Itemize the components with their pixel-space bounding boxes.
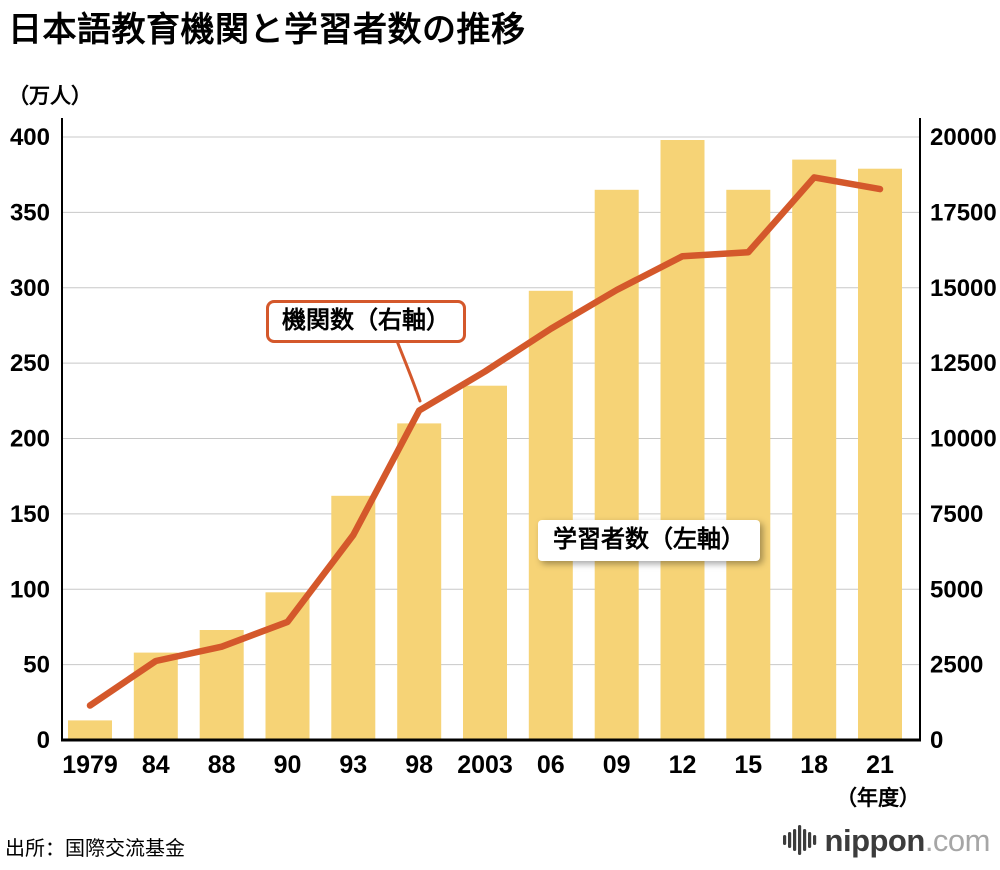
logo-text: nippon.com [824, 822, 991, 858]
x-tick-label: 2003 [457, 751, 513, 779]
right-tick-label: 2500 [930, 652, 983, 679]
learners-bar [133, 652, 178, 740]
callout-tail [395, 339, 422, 403]
left-tick-label: 250 [10, 350, 50, 377]
x-tick-label: 06 [537, 751, 565, 779]
logo-main: nippon [824, 822, 926, 858]
right-tick-label: 20000 [930, 124, 997, 151]
learners-bar [792, 159, 837, 741]
learners-bar [660, 140, 705, 740]
nippon-logo-icon [782, 825, 816, 855]
learners-bar [397, 423, 442, 740]
left-tick-label: 350 [10, 199, 50, 226]
x-tick-label: 18 [800, 751, 828, 779]
right-tick-label: 15000 [930, 275, 997, 302]
right-tick-label: 10000 [930, 426, 997, 453]
nippon-logo: nippon.com [782, 822, 991, 858]
line-series-annotation: 機関数（右軸） [266, 300, 466, 343]
x-tick-label: 15 [734, 751, 762, 779]
institutions-line [86, 174, 884, 709]
x-tick-label: 21 [866, 751, 894, 779]
left-tick-label: 200 [10, 426, 50, 453]
left-tick-label: 400 [10, 124, 50, 151]
learners-bar [265, 592, 310, 740]
learners-bar [68, 720, 112, 740]
x-tick-label: 1979 [62, 751, 118, 779]
x-tick-label: 84 [142, 751, 170, 779]
x-tick-label: 88 [208, 751, 236, 779]
bar-series-annotation: 学習者数（左軸） [538, 520, 760, 561]
learners-bar [726, 189, 771, 741]
left-tick-label: 300 [10, 275, 50, 302]
right-tick-label: 17500 [930, 199, 997, 226]
x-tick-label: 98 [405, 751, 433, 779]
learners-bar [528, 290, 573, 740]
x-tick-label: 12 [669, 751, 697, 779]
x-axis-unit-label: （年度） [836, 787, 920, 810]
left-tick-label: 50 [23, 652, 50, 679]
learners-bar [858, 168, 902, 740]
x-tick-label: 90 [274, 751, 302, 779]
logo-suffix: .com [924, 822, 991, 858]
left-tick-label: 150 [10, 501, 50, 528]
learners-bar [594, 189, 639, 741]
right-tick-label: 12500 [930, 350, 997, 377]
right-tick-label: 0 [930, 727, 943, 754]
left-tick-label: 100 [10, 576, 50, 603]
left-tick-label: 0 [37, 727, 50, 754]
source-note: 出所：国際交流基金 [5, 838, 185, 860]
x-tick-label: 09 [603, 751, 631, 779]
right-tick-label: 5000 [930, 576, 983, 603]
chart-title: 日本語教育機関と学習者数の推移 [8, 11, 526, 49]
learners-bar [463, 385, 507, 740]
left-axis-unit-label: （万人） [8, 85, 92, 108]
x-tick-label: 93 [339, 751, 367, 779]
right-tick-label: 7500 [930, 501, 983, 528]
chart-canvas: 0 50 100 150 200 250 300 350 400 0 2500 5000 7500 100… [10, 118, 997, 779]
